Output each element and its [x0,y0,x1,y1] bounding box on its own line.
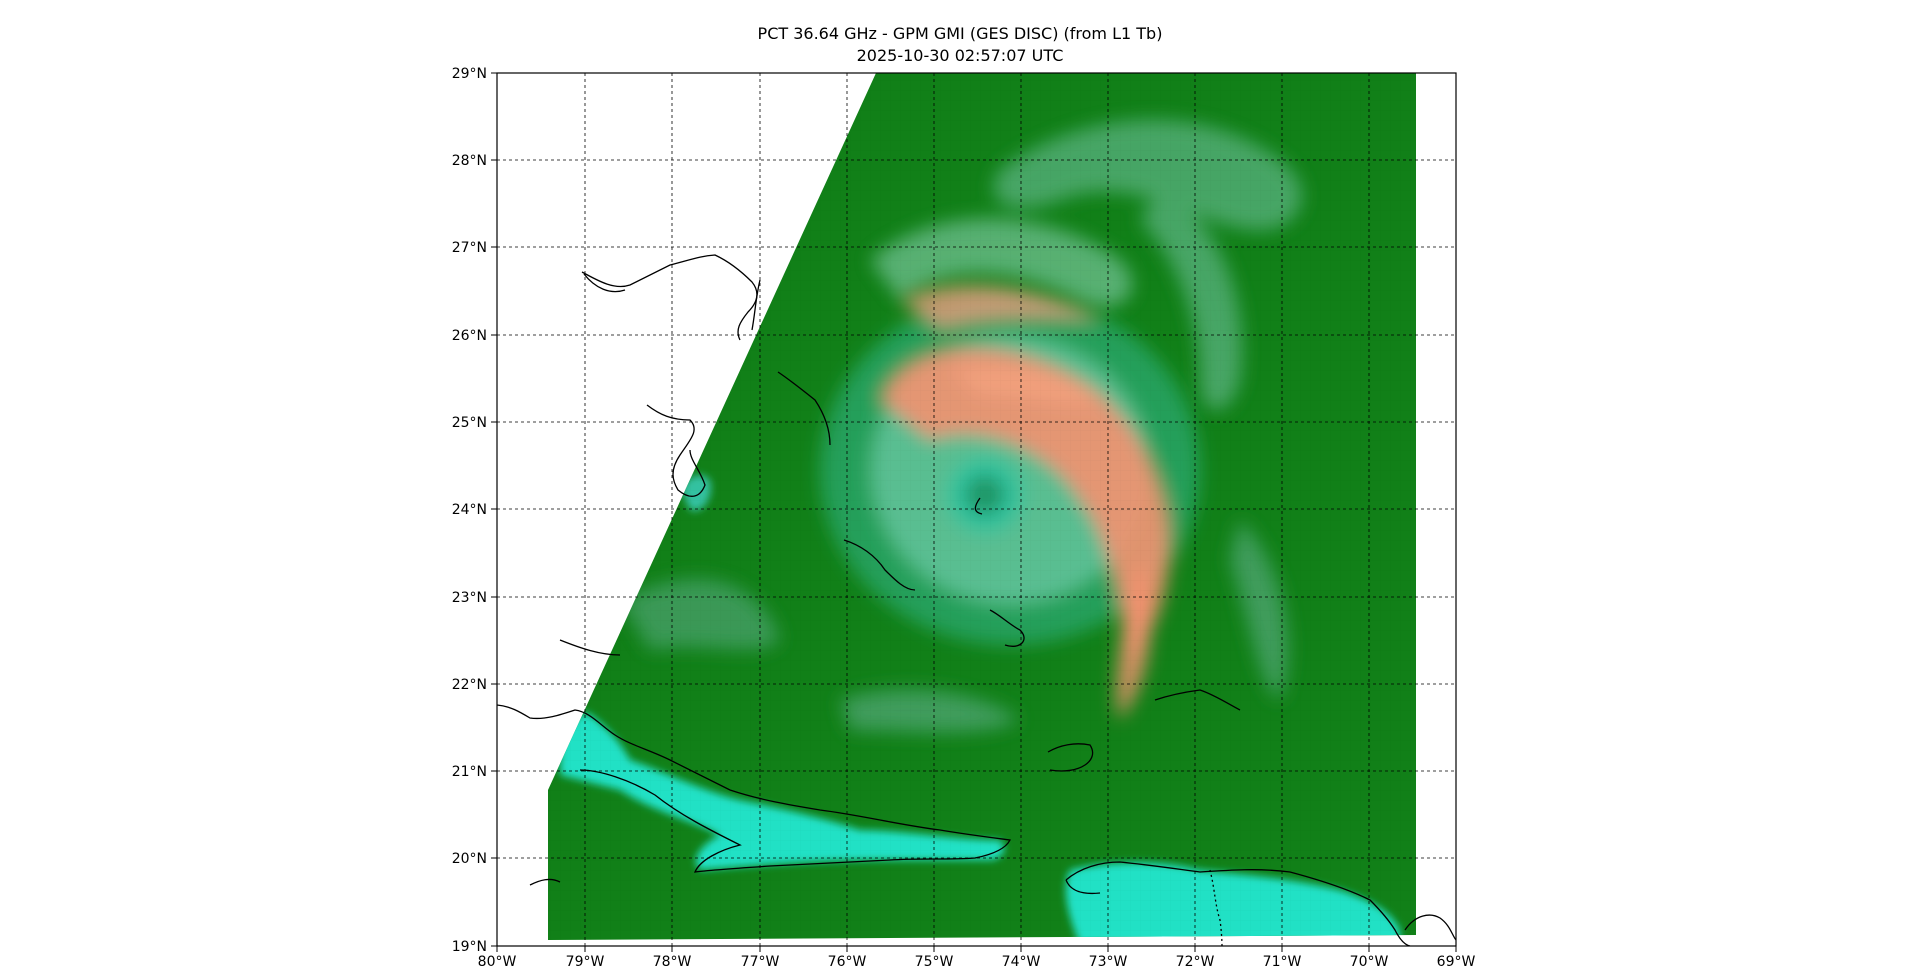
x-tick-label: 70°W [1350,954,1389,970]
chart-subtitle: 2025-10-30 02:57:07 UTC [856,46,1064,65]
graticule [497,73,1456,946]
y-tick-label: 25°N [452,415,487,431]
x-tick-marks [496,946,1457,952]
y-tick-label: 23°N [452,590,487,606]
coast-eleuthera [777,371,831,446]
coast-cuba [497,704,1011,873]
coast-hispaniola [1065,861,1411,946]
y-tick-label: 19°N [452,939,487,955]
y-tick-label: 24°N [452,502,487,518]
x-tick-label: 77°W [741,954,780,970]
coast-jamaica [529,878,561,886]
x-tick-label: 80°W [478,954,517,970]
border-haiti-dr [1209,869,1223,946]
x-tick-label: 74°W [1002,954,1041,970]
x-tick-label: 73°W [1089,954,1128,970]
chart-title: PCT 36.64 GHz - GPM GMI (GES DISC) (from… [757,24,1163,43]
coast-san-salvador [974,497,983,515]
y-tick-label: 21°N [452,764,487,780]
coast-cay-sal [559,639,621,656]
y-tick-label: 26°N [452,328,487,344]
coast-abaco [751,279,761,331]
coast-grand-bahama [581,254,758,341]
coast-long-island [843,539,916,591]
y-tick-label: 28°N [452,153,487,169]
y-tick-label: 27°N [452,240,487,256]
y-tick-label: 22°N [452,677,487,693]
x-tick-label: 79°W [566,954,605,970]
coast-acklins [989,609,1025,647]
x-tick-label: 69°W [1437,954,1476,970]
x-tick-labels: 80°W 79°W 78°W 77°W 76°W 75°W 74°W 73°W … [478,954,1476,970]
coast-turks-caicos [1154,689,1241,711]
x-tick-label: 76°W [828,954,867,970]
y-tick-label: 20°N [452,851,487,867]
coast-puerto-rico [1404,914,1456,941]
coast-inagua [1047,743,1094,772]
coastlines [497,254,1456,946]
coast-florida-keys [646,404,706,497]
y-tick-marks [491,72,497,947]
y-tick-label: 29°N [452,66,487,82]
x-tick-label: 75°W [915,954,954,970]
swath-layer [548,73,1416,940]
y-tick-labels: 29°N 28°N 27°N 26°N 25°N 24°N 23°N 22°N … [452,66,487,955]
x-tick-label: 78°W [653,954,692,970]
x-tick-label: 71°W [1263,954,1302,970]
x-tick-label: 72°W [1176,954,1215,970]
